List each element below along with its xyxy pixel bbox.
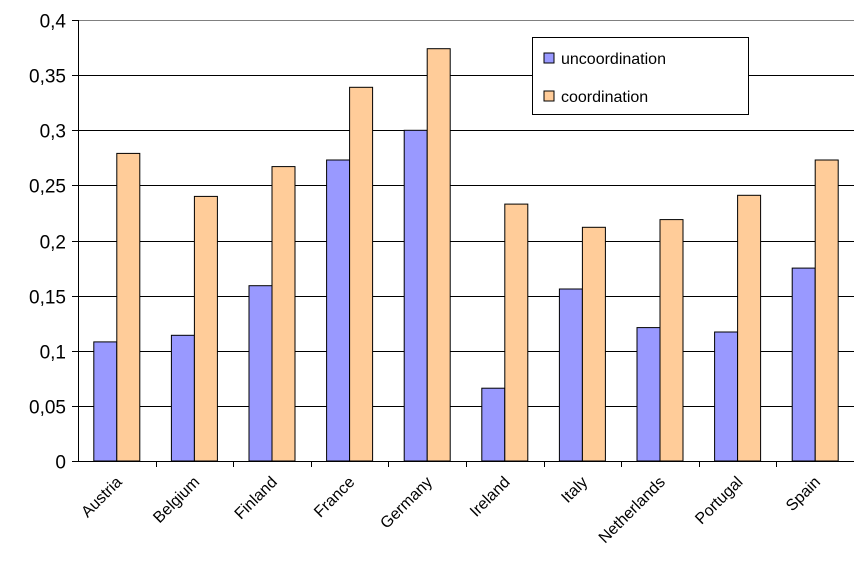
x-tick-label: Germany (377, 474, 436, 533)
y-tick-label: 0,05 (29, 398, 66, 419)
bar-coordination-ireland (504, 203, 529, 462)
legend-label-coordination: coordination (561, 89, 648, 106)
bar-uncoordination-italy (558, 288, 583, 462)
y-tick-label: 0 (55, 453, 66, 474)
legend-swatch-uncoordination (543, 52, 555, 64)
bar-coordination-netherlands (659, 219, 684, 462)
bar-uncoordination-spain (791, 267, 816, 462)
legend-box (532, 37, 749, 115)
x-tick-label: Belgium (150, 474, 203, 527)
x-tick-label: Portugal (692, 474, 746, 528)
bar-uncoordination-austria (93, 341, 118, 462)
x-tick-label: Italy (558, 474, 591, 507)
bar-coordination-finland (271, 166, 296, 462)
bar-uncoordination-portugal (714, 331, 739, 462)
y-tick-label: 0,15 (29, 288, 66, 309)
x-tick-label: Austria (78, 474, 125, 521)
bar-coordination-belgium (193, 195, 218, 462)
x-tick-label: France (311, 474, 358, 521)
bar-coordination-italy (581, 226, 606, 462)
bar-coordination-portugal (737, 194, 762, 462)
y-tick-label: 0,3 (40, 122, 66, 143)
y-tick-label: 0,1 (40, 343, 66, 364)
bar-uncoordination-finland (248, 285, 273, 462)
y-tick-label: 0,25 (29, 177, 66, 198)
legend: uncoordination coordination (532, 37, 749, 115)
x-tick-label: Finland (232, 474, 281, 523)
x-tick-labels: Austria Belgium Finland France Germany Irelan… (78, 474, 824, 547)
bar-uncoordination-netherlands (636, 327, 661, 462)
bar-coordination-spain (814, 159, 839, 462)
x-tick-label: Netherlands (596, 474, 669, 547)
axes (72, 20, 854, 467)
bar-coordination-austria (116, 152, 141, 462)
bar-uncoordination-france (326, 159, 351, 462)
bar-uncoordination-ireland (481, 387, 506, 462)
bar-uncoordination-belgium (170, 334, 195, 462)
legend-label-uncoordination: uncoordination (561, 51, 666, 68)
bar-coordination-germany (426, 48, 451, 462)
x-tick-label: Spain (783, 474, 824, 515)
legend-swatch-coordination (543, 90, 555, 102)
bar-coordination-france (349, 86, 374, 462)
y-tick-label: 0,35 (29, 67, 66, 88)
bar-uncoordination-germany (403, 129, 428, 462)
y-tick-label: 0,2 (40, 233, 66, 254)
x-tick-label: Ireland (467, 474, 514, 521)
y-tick-labels: 0 0,05 0,1 0,15 0,2 0,25 0,3 0,35 0,4 (29, 12, 66, 474)
y-tick-label: 0,4 (40, 12, 67, 33)
